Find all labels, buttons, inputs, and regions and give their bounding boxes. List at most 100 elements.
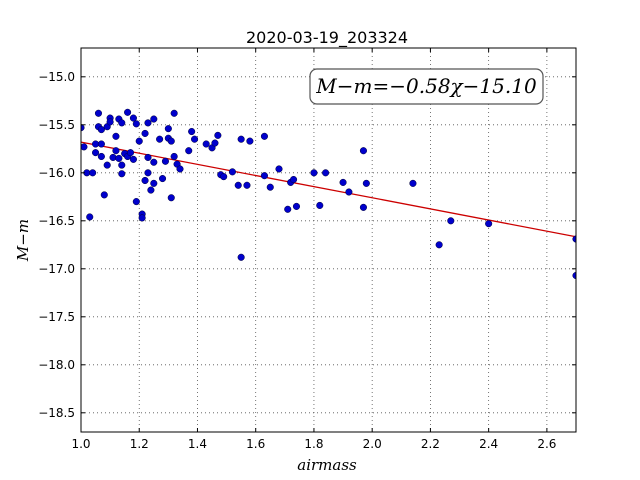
x-tick-label: 1.0 xyxy=(71,437,90,451)
data-point xyxy=(156,135,164,143)
data-point xyxy=(106,118,114,126)
data-point xyxy=(115,154,123,162)
data-point xyxy=(266,183,274,191)
data-point xyxy=(237,253,245,261)
data-point xyxy=(202,140,210,148)
x-tick-label: 2.0 xyxy=(363,437,382,451)
data-point xyxy=(447,217,455,225)
y-tick-label: −17.0 xyxy=(38,262,75,276)
plot-frame xyxy=(80,47,577,433)
x-tick-label: 1.2 xyxy=(130,437,149,451)
data-point xyxy=(118,119,126,127)
data-point xyxy=(167,137,175,145)
data-point xyxy=(129,155,137,163)
data-point xyxy=(141,129,149,137)
data-point xyxy=(260,172,268,180)
data-point xyxy=(485,220,493,228)
data-point xyxy=(237,135,245,143)
data-point xyxy=(176,165,184,173)
data-point xyxy=(86,213,94,221)
data-point xyxy=(359,203,367,211)
x-tick-label: 1.6 xyxy=(246,437,265,451)
data-point xyxy=(345,188,353,196)
data-point xyxy=(211,139,219,147)
y-tick-label: −18.5 xyxy=(38,406,75,420)
data-point xyxy=(132,120,140,128)
data-point xyxy=(214,131,222,139)
fit-equation-text: M−m=−0.58χ−15.10 xyxy=(315,74,537,98)
x-tick-label: 2.6 xyxy=(537,437,556,451)
y-tick-label: −16.0 xyxy=(38,166,75,180)
data-point xyxy=(170,109,178,117)
y-tick-label: −17.5 xyxy=(38,310,75,324)
data-point xyxy=(275,165,283,173)
chart-title: 2020-03-19_203324 xyxy=(246,28,408,48)
data-point xyxy=(188,127,196,136)
data-point xyxy=(290,175,298,184)
data-point xyxy=(310,169,318,177)
data-point xyxy=(322,169,330,177)
data-point xyxy=(112,132,120,140)
data-point xyxy=(144,153,152,161)
x-axis-label: airmass xyxy=(297,456,357,474)
y-tick-label: −16.5 xyxy=(38,214,75,228)
data-point xyxy=(81,124,85,132)
y-tick-label: −15.5 xyxy=(38,118,75,132)
y-tick-label: −18.0 xyxy=(38,358,75,372)
data-point xyxy=(89,169,97,177)
data-point xyxy=(191,135,199,143)
data-point xyxy=(150,158,158,166)
data-point xyxy=(135,137,143,145)
data-point xyxy=(435,241,443,249)
x-tick-label: 1.4 xyxy=(188,437,207,451)
data-point xyxy=(292,202,301,210)
data-point xyxy=(141,176,149,185)
data-point xyxy=(124,108,132,116)
data-point xyxy=(97,140,105,148)
data-point xyxy=(150,179,158,187)
data-point xyxy=(97,152,105,161)
data-point xyxy=(161,157,169,165)
data-point xyxy=(118,161,126,169)
data-point xyxy=(118,170,126,178)
fit-equation-box: M−m=−0.58χ−15.10 xyxy=(309,68,544,105)
data-point xyxy=(220,173,228,181)
data-point xyxy=(147,186,155,194)
axis-ticks: 1.0 1.2 1.4 1.6 1.8 2.0 2.2 2.4 2.6 −15.0 −15.5 −16… xyxy=(38,48,576,451)
data-point xyxy=(81,143,88,151)
data-points xyxy=(81,108,576,280)
data-point xyxy=(150,115,158,123)
x-tick-label: 2.4 xyxy=(479,437,498,451)
data-point xyxy=(359,147,367,155)
fit-line-group xyxy=(81,141,576,238)
x-tick-label: 1.8 xyxy=(304,437,323,451)
data-point xyxy=(94,109,103,117)
data-point xyxy=(92,149,100,157)
x-tick-label: 2.2 xyxy=(421,437,440,451)
data-point xyxy=(246,137,254,145)
data-point xyxy=(572,271,576,280)
data-point xyxy=(158,175,167,183)
data-point xyxy=(339,178,347,186)
y-axis-label: M−m xyxy=(14,219,32,262)
data-point xyxy=(132,198,140,206)
data-point xyxy=(228,168,236,176)
data-point xyxy=(112,147,120,155)
data-point xyxy=(144,119,152,127)
data-point xyxy=(164,125,172,133)
data-point xyxy=(572,235,576,243)
data-point xyxy=(100,191,108,199)
data-point xyxy=(316,201,324,209)
data-point xyxy=(243,181,251,189)
data-point xyxy=(409,179,417,187)
y-tick-label: −15.0 xyxy=(38,70,75,84)
data-point xyxy=(129,114,137,122)
data-point xyxy=(97,126,105,134)
data-point xyxy=(170,152,178,161)
data-point xyxy=(126,149,135,157)
data-point xyxy=(234,181,242,189)
fit-line xyxy=(81,141,576,238)
data-point xyxy=(185,147,193,155)
data-point xyxy=(144,169,152,177)
